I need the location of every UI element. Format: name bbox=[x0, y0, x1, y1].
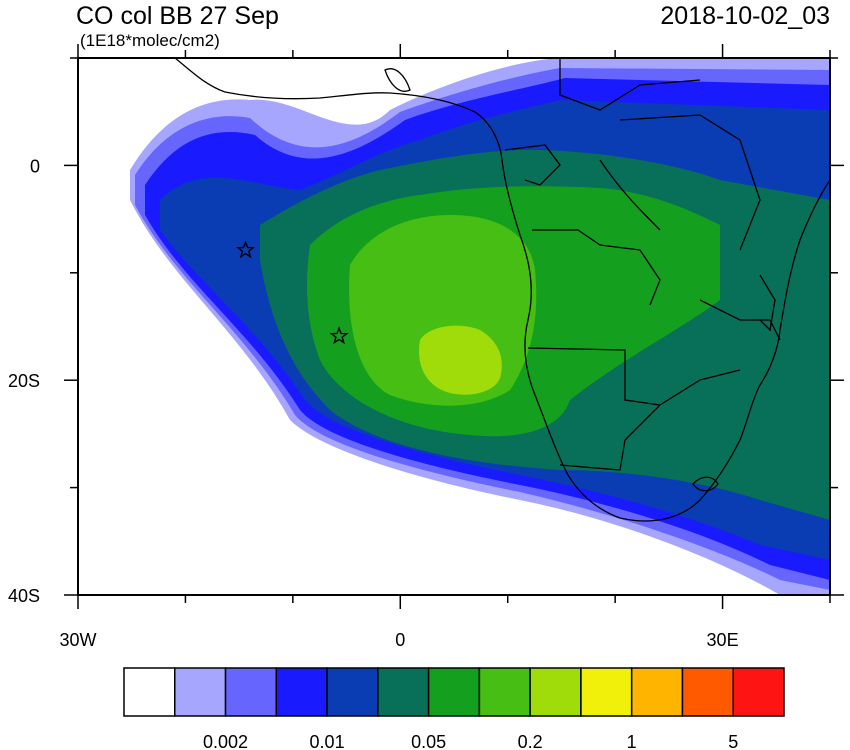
colorbar: 0.002 0.01 0.05 0.2 1 5 bbox=[123, 667, 785, 750]
colorbar-swatch bbox=[580, 667, 633, 717]
star-marker-icon bbox=[329, 326, 349, 345]
map-frame bbox=[77, 57, 831, 596]
lon-label: 30E bbox=[707, 630, 739, 650]
colorbar-label: 0.002 bbox=[203, 732, 248, 750]
lon-label: 0 bbox=[395, 630, 405, 650]
colorbar-label: 1 bbox=[627, 732, 637, 750]
axis-ticks bbox=[64, 44, 844, 609]
colorbar-swatch bbox=[529, 667, 582, 717]
lon-label: 30W bbox=[59, 630, 96, 650]
lat-label: 0 bbox=[30, 156, 40, 176]
colorbar-swatch bbox=[275, 667, 328, 717]
colorbar-swatch bbox=[123, 667, 176, 717]
colorbar-swatch bbox=[427, 667, 481, 717]
colorbar-label: 0.05 bbox=[411, 732, 446, 750]
map-units: (1E18*molec/cm2) bbox=[80, 31, 220, 50]
valid-time: 2018-10-02_03 bbox=[660, 2, 830, 30]
colorbar-swatch bbox=[224, 667, 278, 717]
co-field bbox=[130, 58, 830, 595]
site-markers bbox=[236, 240, 349, 345]
colorbar-swatch bbox=[630, 667, 684, 717]
colorbar-swatch bbox=[174, 667, 227, 717]
axis-labels: 0 20S 40S 30W 0 30E bbox=[8, 156, 739, 650]
lat-label: 40S bbox=[8, 586, 40, 606]
colorbar-label: 5 bbox=[728, 732, 738, 750]
coastlines bbox=[174, 58, 830, 522]
colorbar-swatch bbox=[377, 667, 430, 717]
colorbar-label: 0.2 bbox=[518, 732, 543, 750]
lat-label: 20S bbox=[8, 371, 40, 391]
colorbar-label: 0.01 bbox=[310, 732, 345, 750]
colorbar-swatch bbox=[732, 667, 785, 717]
co-contour-level-8 bbox=[419, 325, 502, 395]
map-title: CO col BB 27 Sep bbox=[76, 2, 279, 30]
star-marker-icon bbox=[236, 240, 256, 259]
colorbar-swatch bbox=[681, 667, 734, 717]
colorbar-swatch bbox=[478, 667, 531, 717]
colorbar-swatch bbox=[326, 667, 379, 717]
